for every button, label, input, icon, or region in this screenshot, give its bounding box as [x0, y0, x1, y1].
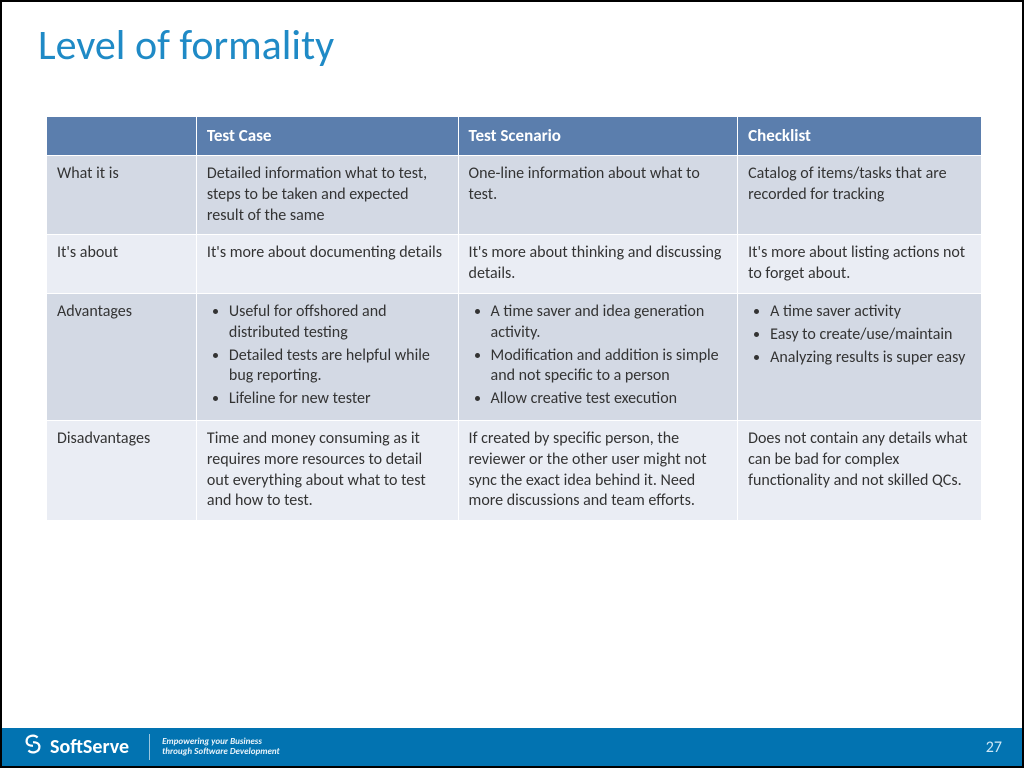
row-label: Advantages [47, 294, 197, 421]
cell-test-case: Useful for offshored and distributed tes… [196, 294, 458, 421]
cell-test-case: It's more about documenting details [196, 235, 458, 294]
advantages-checklist-list: A time saver activity Easy to create/use… [748, 302, 971, 368]
page-number: 27 [986, 738, 1002, 757]
cell-test-scenario: It's more about thinking and discussing … [458, 235, 738, 294]
cell-checklist: It's more about listing actions not to f… [738, 235, 982, 294]
list-item: A time saver activity [770, 302, 971, 323]
cell-checklist: Catalog of items/tasks that are recorded… [738, 156, 982, 235]
cell-test-scenario: A time saver and idea generation activit… [458, 294, 738, 421]
cell-test-case: Detailed information what to test, steps… [196, 156, 458, 235]
list-item: Analyzing results is super easy [770, 348, 971, 369]
col-header-test-scenario: Test Scenario [458, 117, 738, 156]
footer-divider [149, 734, 150, 760]
table-row: Advantages Useful for offshored and dist… [47, 294, 982, 421]
advantages-test-case-list: Useful for offshored and distributed tes… [207, 302, 448, 410]
cell-checklist: Does not contain any details what can be… [738, 421, 982, 521]
slide-title: Level of formality [38, 20, 334, 71]
list-item: A time saver and idea generation activit… [491, 302, 728, 344]
advantages-test-scenario-list: A time saver and idea generation activit… [469, 302, 728, 410]
list-item: Modification and addition is simple and … [491, 346, 728, 388]
brand-name: SoftServe [50, 735, 129, 759]
list-item: Easy to create/use/maintain [770, 325, 971, 346]
cell-test-scenario: If created by specific person, the revie… [458, 421, 738, 521]
table-row: Disadvantages Time and money consuming a… [47, 421, 982, 521]
list-item: Lifeline for new tester [229, 389, 448, 410]
brand-logo-icon [22, 733, 44, 761]
list-item: Useful for offshored and distributed tes… [229, 302, 448, 344]
tagline-line-2: through Software Development [162, 747, 280, 757]
row-label: It's about [47, 235, 197, 294]
col-header-checklist: Checklist [738, 117, 982, 156]
cell-test-case: Time and money consuming as it requires … [196, 421, 458, 521]
slide: Level of formality Test Case Test Scenar… [0, 0, 1024, 768]
slide-footer: SoftServe Empowering your Business throu… [2, 728, 1022, 766]
cell-checklist: A time saver activity Easy to create/use… [738, 294, 982, 421]
row-label: Disadvantages [47, 421, 197, 521]
col-header-test-case: Test Case [196, 117, 458, 156]
table-row: What it is Detailed information what to … [47, 156, 982, 235]
list-item: Detailed tests are helpful while bug rep… [229, 346, 448, 388]
table-header-row: Test Case Test Scenario Checklist [47, 117, 982, 156]
brand-logo: SoftServe [22, 733, 145, 761]
col-header-blank [47, 117, 197, 156]
comparison-table: Test Case Test Scenario Checklist What i… [46, 116, 982, 521]
brand-tagline: Empowering your Business through Softwar… [162, 737, 280, 757]
cell-test-scenario: One-line information about what to test. [458, 156, 738, 235]
list-item: Allow creative test execution [491, 389, 728, 410]
row-label: What it is [47, 156, 197, 235]
table-row: It's about It's more about documenting d… [47, 235, 982, 294]
